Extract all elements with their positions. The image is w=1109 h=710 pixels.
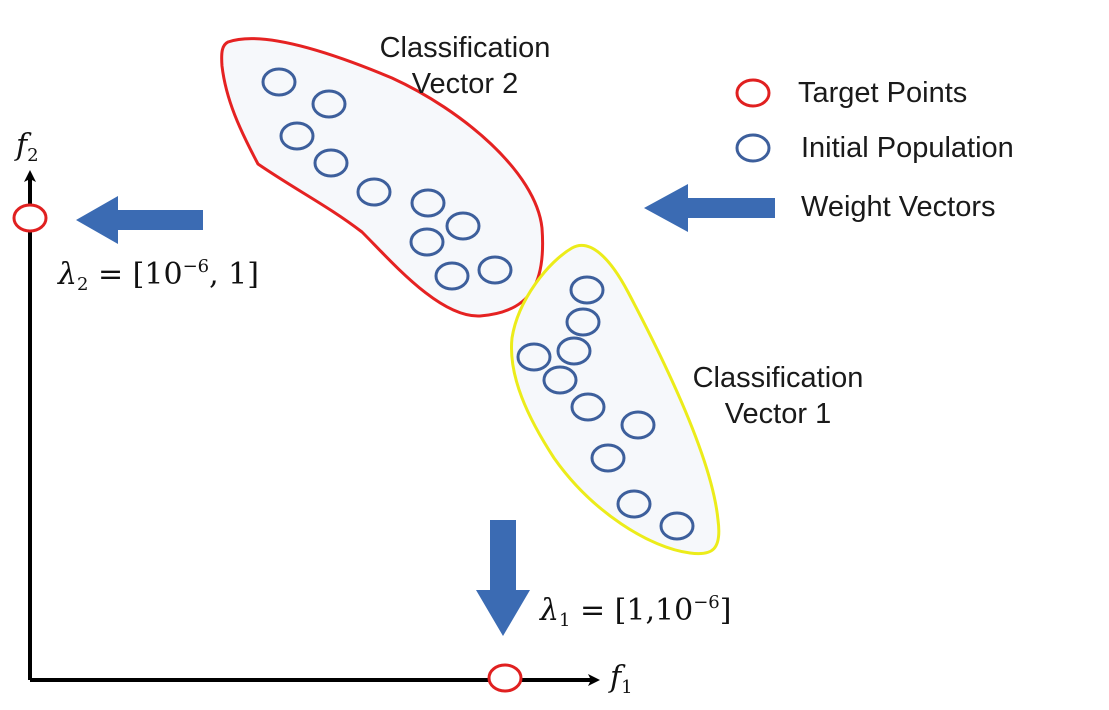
lambda1-symbol: λ	[540, 593, 560, 628]
population-point	[590, 443, 626, 473]
lambda1-equation: λ1 = [1,10−6]	[540, 592, 731, 631]
x-axis-label: f1	[610, 660, 633, 698]
legend-initial-population-label: Initial Population	[801, 132, 1014, 164]
population-point	[311, 89, 347, 119]
lambda1-index: 1	[559, 610, 571, 631]
population-point	[313, 148, 349, 178]
population-point	[279, 121, 315, 151]
y-axis-symbol: f	[16, 128, 28, 163]
classification-vector-1-region	[509, 243, 721, 556]
legend-symbols	[644, 78, 775, 232]
legend-population-symbol	[735, 133, 771, 163]
population-point	[620, 410, 656, 440]
population-point	[356, 177, 392, 207]
classification-vector-1-line1: Classification	[692, 362, 864, 394]
population-point	[570, 392, 606, 422]
lambda1-prefix: = [1,10	[570, 593, 694, 628]
lambda2-exponent: −6	[182, 256, 210, 277]
population-point	[261, 67, 297, 97]
lambda2-equation: λ2 = [10−6, 1]	[58, 256, 259, 295]
population-point	[445, 211, 481, 241]
lambda2-suffix: , 1]	[209, 257, 259, 292]
lambda1-suffix: ]	[719, 593, 732, 628]
lambda2-symbol: λ	[58, 257, 78, 292]
lambda2-index: 2	[77, 274, 89, 295]
population-point	[409, 227, 445, 257]
legend-target-points-label: Target Points	[798, 77, 968, 109]
lambda2-prefix: = [10	[88, 257, 183, 292]
population-point	[556, 336, 592, 366]
legend-weight-vector-arrow	[644, 184, 775, 232]
population-point	[516, 342, 552, 372]
target-point-x-axis	[487, 663, 523, 693]
classification-vector-2-line1: Classification	[379, 32, 551, 64]
lambda1-exponent: −6	[693, 592, 720, 613]
classification-vector-2-line2: Vector 2	[411, 68, 519, 101]
population-point	[565, 307, 601, 337]
target-point-y-axis	[12, 203, 48, 233]
classification-vector-1-label: Classification Vector 1	[658, 360, 898, 433]
population-point	[434, 261, 470, 291]
population-point	[616, 489, 652, 519]
population-point	[659, 511, 695, 541]
population-group-2	[261, 67, 513, 291]
classification-vector-1-line2: Vector 1	[724, 398, 832, 431]
weight-vector-arrow-lambda1	[476, 520, 530, 636]
population-point	[569, 275, 605, 305]
population-point	[542, 365, 578, 395]
legend-weight-vectors-label: Weight Vectors	[801, 191, 996, 223]
weight-vector-arrow-lambda2	[76, 196, 203, 244]
classification-vector-2-region	[220, 37, 545, 318]
population-point	[477, 255, 513, 285]
x-axis-index: 1	[621, 677, 633, 698]
y-axis-index: 2	[27, 145, 39, 166]
legend-target-symbol	[735, 78, 771, 108]
population-group-1	[516, 275, 695, 541]
population-point	[410, 188, 446, 218]
y-axis-label: f2	[16, 128, 39, 166]
x-axis-symbol: f	[610, 660, 622, 695]
classification-vector-2-label: Classification Vector 2	[345, 30, 585, 103]
